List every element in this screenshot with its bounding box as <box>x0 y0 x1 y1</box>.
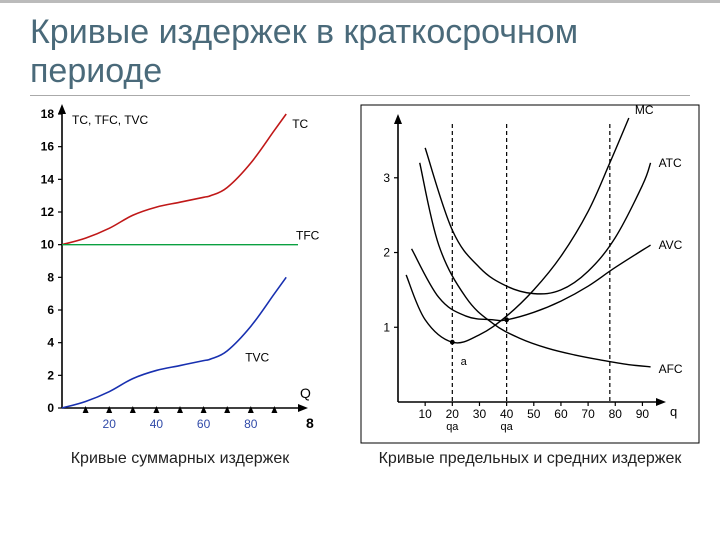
svg-text:40: 40 <box>500 407 514 421</box>
svg-text:8: 8 <box>306 415 314 431</box>
svg-text:3: 3 <box>383 171 390 185</box>
charts-row: 024681012141618TC, TFC, TVC20406080Q8TCT… <box>0 96 720 468</box>
svg-text:50: 50 <box>527 407 541 421</box>
svg-text:80: 80 <box>244 417 258 431</box>
svg-text:1: 1 <box>383 320 390 334</box>
svg-text:Q: Q <box>300 385 311 401</box>
svg-text:TC: TC <box>292 117 308 131</box>
svg-text:AFC: AFC <box>659 362 683 376</box>
svg-text:16: 16 <box>41 140 55 154</box>
svg-text:60: 60 <box>554 407 568 421</box>
svg-text:AVC: AVC <box>659 238 683 252</box>
svg-text:TVC: TVC <box>245 351 269 365</box>
svg-text:TFC: TFC <box>296 229 320 243</box>
svg-text:q: q <box>670 404 677 419</box>
svg-text:TC, TFC, TVC: TC, TFC, TVC <box>72 113 149 127</box>
svg-text:70: 70 <box>581 407 595 421</box>
page-title: Кривые издержек в краткосрочном периоде <box>30 13 690 91</box>
right-caption: Кривые предельных и средних издержек <box>379 450 682 468</box>
svg-text:10: 10 <box>418 407 432 421</box>
svg-text:2: 2 <box>383 246 390 260</box>
left-caption: Кривые суммарных издержек <box>71 450 290 468</box>
svg-text:20: 20 <box>103 417 117 431</box>
total-cost-chart: 0 2 4 6 8 10 12 14 16 18 TC, TFC, TVC 20 40 60 80 Q 8 TC T… <box>20 104 340 444</box>
average-marginal-cost-chart: 1 2 3 10 20 30 40 50 60 70 80 90 q MC ATC AVC AFC a qa qa <box>360 104 700 444</box>
svg-text:10: 10 <box>41 238 55 252</box>
svg-text:qa: qa <box>501 421 514 433</box>
svg-text:14: 14 <box>41 173 55 187</box>
svg-text:40: 40 <box>150 417 164 431</box>
svg-text:0: 0 <box>47 401 54 415</box>
svg-text:ATC: ATC <box>659 156 682 170</box>
svg-text:60: 60 <box>197 417 211 431</box>
svg-text:80: 80 <box>609 407 623 421</box>
svg-text:12: 12 <box>41 205 55 219</box>
svg-text:30: 30 <box>473 407 487 421</box>
svg-text:6: 6 <box>47 303 54 317</box>
svg-text:2: 2 <box>47 369 54 383</box>
svg-text:18: 18 <box>41 107 55 121</box>
svg-text:qa: qa <box>446 421 459 433</box>
svg-text:4: 4 <box>47 336 54 350</box>
svg-text:20: 20 <box>446 407 460 421</box>
svg-text:90: 90 <box>636 407 650 421</box>
svg-text:MC: MC <box>635 104 654 117</box>
svg-text:8: 8 <box>47 271 54 285</box>
svg-text:a: a <box>461 356 468 368</box>
